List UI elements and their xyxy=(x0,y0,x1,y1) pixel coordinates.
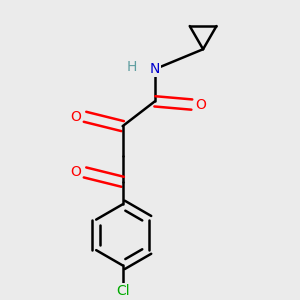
Text: O: O xyxy=(70,165,81,179)
Text: Cl: Cl xyxy=(116,284,130,298)
Text: H: H xyxy=(127,60,137,74)
Text: N: N xyxy=(150,62,160,76)
Text: O: O xyxy=(70,110,81,124)
Text: O: O xyxy=(195,98,206,112)
